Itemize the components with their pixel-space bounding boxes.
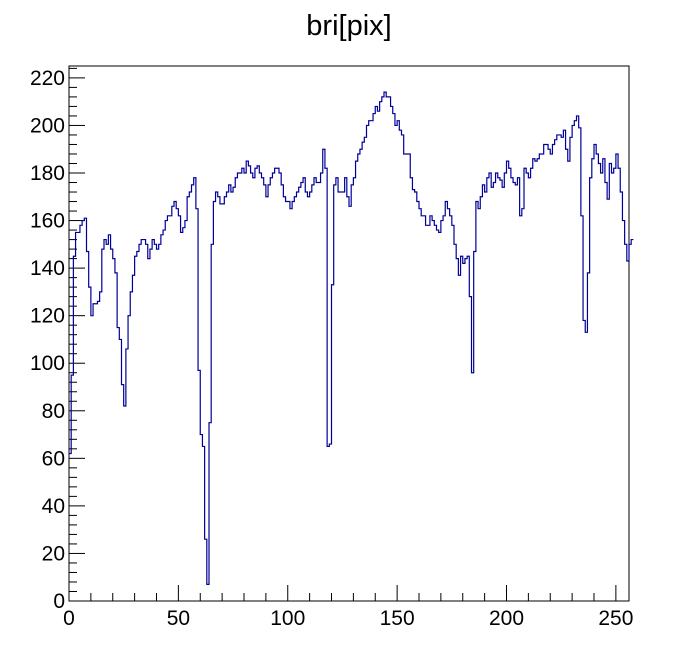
y-tick-label: 180 [30,162,65,185]
x-tick-label: 150 [380,607,415,630]
x-tick-label: 200 [489,607,524,630]
y-tick-label: 40 [42,495,65,518]
x-tick-label: 50 [167,607,190,630]
y-tick-label: 140 [30,257,65,280]
y-tick-label: 0 [53,590,65,613]
y-tick-label: 160 [30,210,65,233]
y-tick-label: 200 [30,114,65,137]
y-tick-label: 100 [30,352,65,375]
x-tick-label: 100 [270,607,305,630]
x-axis: 0 50 100 150 200 250 [63,585,633,630]
y-tick-label: 20 [42,542,65,565]
plot-area-border [68,65,630,602]
plot-frame [68,65,630,602]
y-tick-label: 80 [42,400,65,423]
y-tick-label: 60 [42,447,65,470]
y-axis: 0 20 40 60 80 100 120 140 160 180 200 220 [30,67,85,613]
y-tick-label: 120 [30,305,65,328]
series-layer [69,91,634,585]
y-tick-label: 220 [30,67,65,90]
histogram-series-0 [69,91,634,585]
chart-title: bri[pix] [306,10,391,42]
x-tick-label: 0 [63,607,75,630]
x-tick-label: 250 [598,607,633,630]
